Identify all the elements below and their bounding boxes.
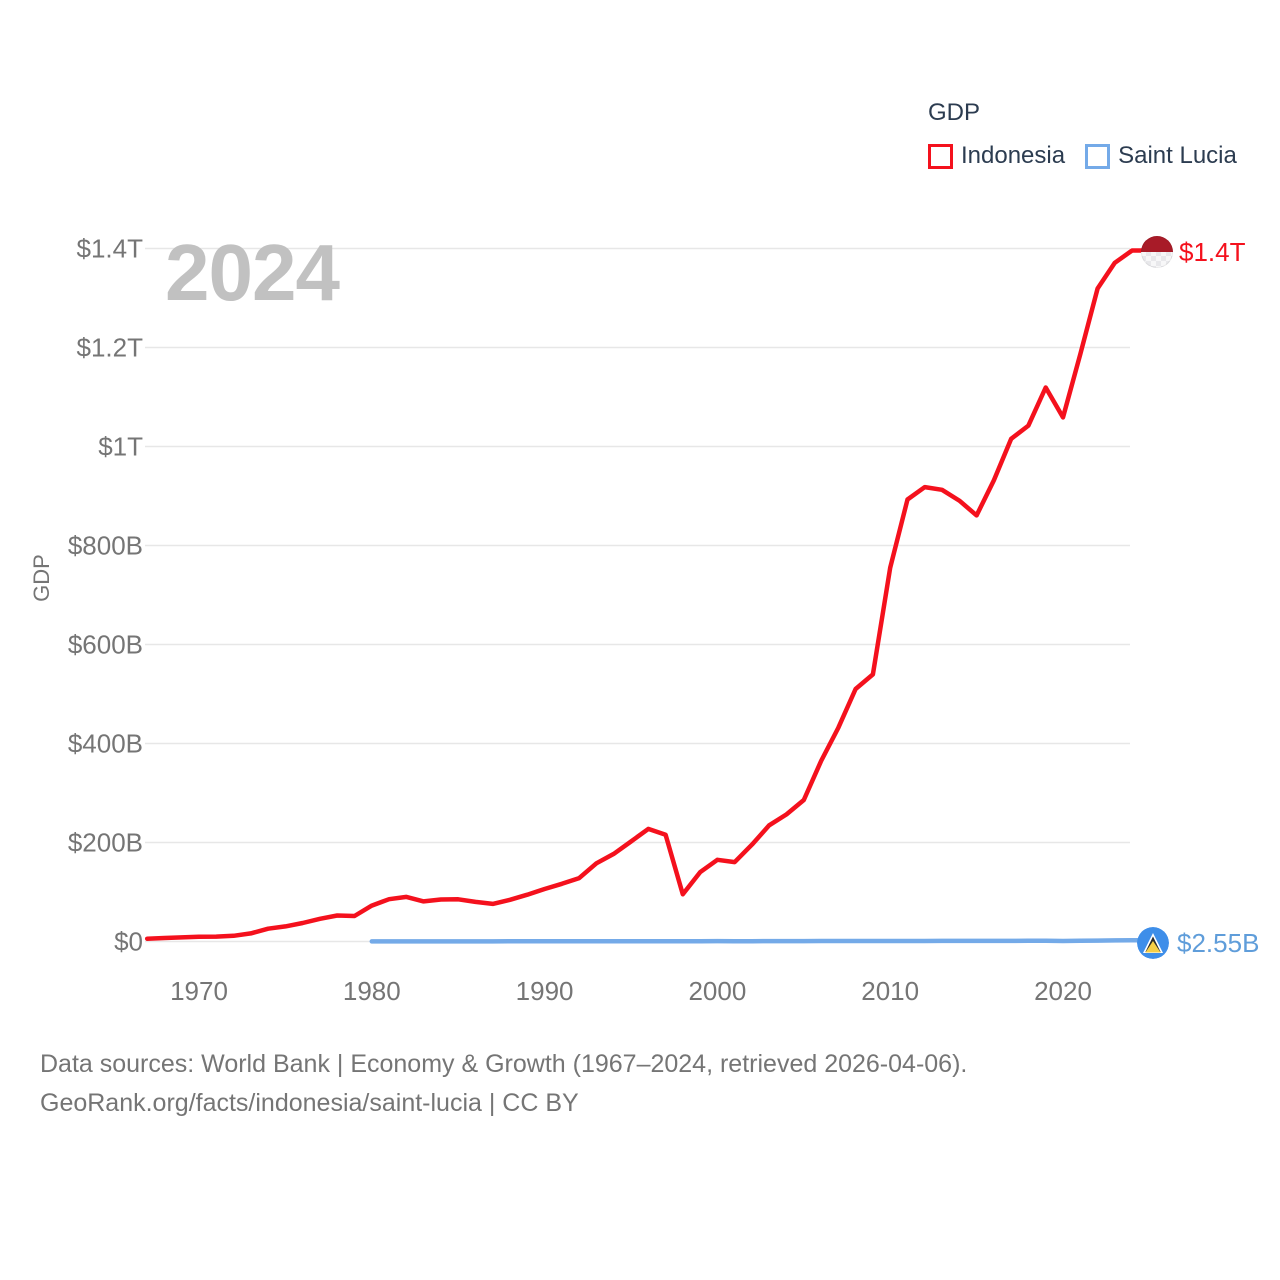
indonesia-line	[144, 248, 1149, 941]
y-axis-title: GDP	[29, 554, 54, 602]
x-tick-label: 2010	[861, 976, 919, 1006]
y-tick-label: $1.2T	[77, 333, 144, 363]
legend-title: GDP	[928, 99, 981, 126]
legend-items: Indonesia Saint Lucia	[928, 142, 1237, 170]
y-tick-label: $1T	[98, 432, 143, 462]
legend-item-indonesia[interactable]: Indonesia	[928, 142, 1065, 170]
x-tick-label: 2020	[1034, 976, 1092, 1006]
y-tick-label: $0	[114, 927, 143, 957]
indonesia-swatch-icon	[928, 143, 953, 169]
x-tick-label: 1970	[170, 976, 228, 1006]
indonesia-flag-icon	[1141, 236, 1173, 268]
y-tick-label: $1.4T	[77, 234, 144, 264]
y-tick-label: $400B	[68, 729, 143, 759]
y-tick-label: $600B	[68, 630, 143, 660]
saint-lucia-flag-graphic	[1137, 927, 1169, 959]
legend-item-saint-lucia[interactable]: Saint Lucia	[1085, 142, 1237, 170]
legend: GDP Indonesia Saint Lucia	[928, 99, 1237, 170]
saint-lucia-swatch-icon	[1085, 143, 1111, 169]
legend-label-indonesia: Indonesia	[961, 142, 1066, 169]
watermark-year: 2024	[165, 228, 340, 317]
x-tick-label: 2000	[688, 976, 746, 1006]
y-tick-label: $800B	[68, 531, 143, 561]
data-source-line-2: GeoRank.org/facts/indonesia/saint-lucia …	[40, 1089, 579, 1117]
indonesia-value-label: $1.4T	[1179, 237, 1246, 267]
saint-lucia-flag-icon	[1137, 927, 1169, 959]
y-tick-label: $200B	[68, 828, 143, 858]
saint-lucia-line	[369, 937, 1149, 944]
legend-label-saint-lucia: Saint Lucia	[1118, 142, 1237, 169]
x-tick-label: 1990	[516, 976, 574, 1006]
x-tick-label: 1980	[343, 976, 401, 1006]
saint-lucia-value-label: $2.55B	[1177, 928, 1260, 958]
data-source-line-1: Data sources: World Bank | Economy & Gro…	[40, 1050, 968, 1078]
data-source-note: Data sources: World Bank | Economy & Gro…	[40, 1045, 967, 1123]
